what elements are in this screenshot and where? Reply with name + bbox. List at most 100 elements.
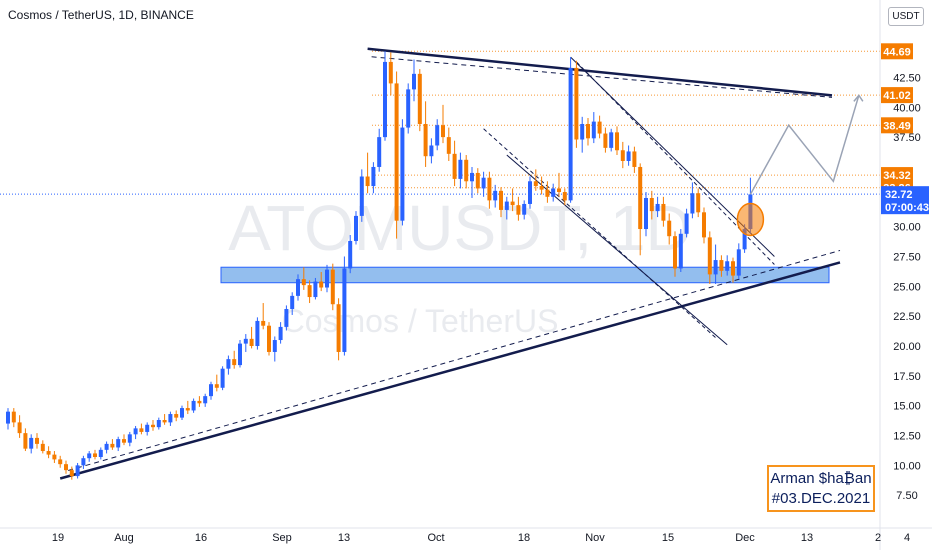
candle[interactable] (116, 436, 121, 452)
candle[interactable] (516, 196, 521, 221)
candle[interactable] (319, 271, 324, 292)
candle[interactable] (214, 374, 219, 392)
candle[interactable] (580, 116, 585, 153)
price-axis[interactable]: 7.50 10.00 12.50 15.00 17.50 20.00 22.50 25.00 2… (893, 72, 921, 544)
candle[interactable] (226, 355, 231, 375)
candle[interactable] (731, 257, 735, 283)
rising-support-trendline[interactable] (59, 261, 841, 480)
projected-path[interactable] (749, 95, 860, 195)
candle[interactable] (702, 207, 706, 244)
candle[interactable] (180, 405, 184, 421)
candle[interactable] (203, 393, 208, 407)
candle[interactable] (122, 434, 126, 446)
candle[interactable] (574, 60, 579, 148)
candle[interactable] (29, 434, 34, 454)
candle[interactable] (359, 169, 364, 222)
candle[interactable] (98, 447, 103, 460)
price-tag[interactable]: 44.69 (881, 43, 913, 60)
price-tag[interactable]: 34.32 (881, 167, 913, 184)
candle[interactable] (383, 51, 387, 141)
candle[interactable] (348, 234, 353, 274)
candle[interactable] (510, 188, 515, 212)
candle[interactable] (620, 141, 625, 169)
candle[interactable] (597, 115, 602, 139)
time-axis[interactable]: 19 Aug 16 Sep 13 Oct 18 Nov 15 Dec 13 2 (52, 532, 881, 544)
candle[interactable] (493, 184, 498, 208)
candle[interactable] (713, 244, 718, 284)
candle[interactable] (81, 455, 86, 469)
candle[interactable] (412, 59, 416, 102)
candle[interactable] (290, 292, 295, 315)
candle[interactable] (696, 188, 701, 218)
candle[interactable] (452, 140, 457, 187)
resistance-trendline[interactable] (367, 47, 833, 97)
candle[interactable] (603, 127, 608, 153)
channel-lower-dashed[interactable] (483, 128, 716, 339)
candle[interactable] (267, 322, 271, 356)
candle[interactable] (481, 171, 486, 197)
candle[interactable] (487, 171, 492, 209)
price-tag[interactable]: 38.49 (881, 117, 913, 134)
candle[interactable] (551, 183, 556, 202)
candle[interactable] (673, 231, 677, 277)
candle[interactable] (371, 162, 376, 194)
candle[interactable] (342, 256, 347, 356)
candle[interactable] (615, 126, 619, 156)
candle[interactable] (209, 381, 213, 400)
candle[interactable] (93, 449, 97, 460)
candle[interactable] (539, 176, 544, 195)
candle[interactable] (499, 187, 503, 218)
candle[interactable] (388, 52, 393, 96)
candle[interactable] (69, 466, 74, 480)
candle[interactable] (139, 423, 144, 435)
candle[interactable] (470, 166, 474, 198)
candle[interactable] (191, 398, 196, 413)
candle[interactable] (127, 431, 132, 447)
candle[interactable] (243, 334, 248, 352)
candle[interactable] (441, 104, 445, 144)
candle[interactable] (296, 274, 300, 301)
candle[interactable] (475, 168, 480, 194)
candle[interactable] (661, 196, 666, 227)
candle[interactable] (232, 350, 237, 369)
candle[interactable] (336, 298, 341, 361)
candle[interactable] (632, 146, 637, 173)
candle[interactable] (35, 433, 39, 449)
candle[interactable] (667, 213, 672, 245)
candle[interactable] (365, 152, 370, 194)
candle[interactable] (707, 231, 712, 284)
currency-unit-badge[interactable]: USDT (888, 7, 924, 26)
candle[interactable] (644, 192, 648, 237)
candle[interactable] (272, 336, 277, 362)
candle[interactable] (307, 280, 312, 304)
candle[interactable] (377, 128, 382, 172)
candle[interactable] (325, 264, 329, 293)
candle[interactable] (284, 305, 289, 331)
candle[interactable] (174, 410, 179, 422)
candle[interactable] (330, 263, 335, 311)
candle[interactable] (562, 188, 567, 206)
candle[interactable] (185, 400, 190, 415)
channel-upper-dashed[interactable] (576, 61, 775, 265)
candle[interactable] (736, 243, 741, 280)
candle[interactable] (545, 181, 550, 203)
candle[interactable] (46, 446, 51, 459)
rising-support-trendline-dashed[interactable] (68, 249, 841, 471)
candle[interactable] (678, 229, 683, 272)
candle[interactable] (255, 317, 260, 350)
candle[interactable] (417, 69, 422, 132)
candle[interactable] (591, 112, 596, 144)
candle[interactable] (504, 196, 509, 220)
candle[interactable] (145, 422, 150, 436)
candle[interactable] (649, 190, 654, 220)
candle[interactable] (17, 415, 22, 438)
breakout-highlight-circle[interactable] (736, 202, 765, 237)
candle[interactable] (104, 441, 109, 454)
support-zone[interactable] (220, 266, 830, 284)
candle[interactable] (75, 462, 80, 479)
candle[interactable] (110, 439, 115, 450)
candle[interactable] (168, 411, 173, 426)
candle[interactable] (261, 303, 266, 330)
candle[interactable] (162, 414, 167, 425)
